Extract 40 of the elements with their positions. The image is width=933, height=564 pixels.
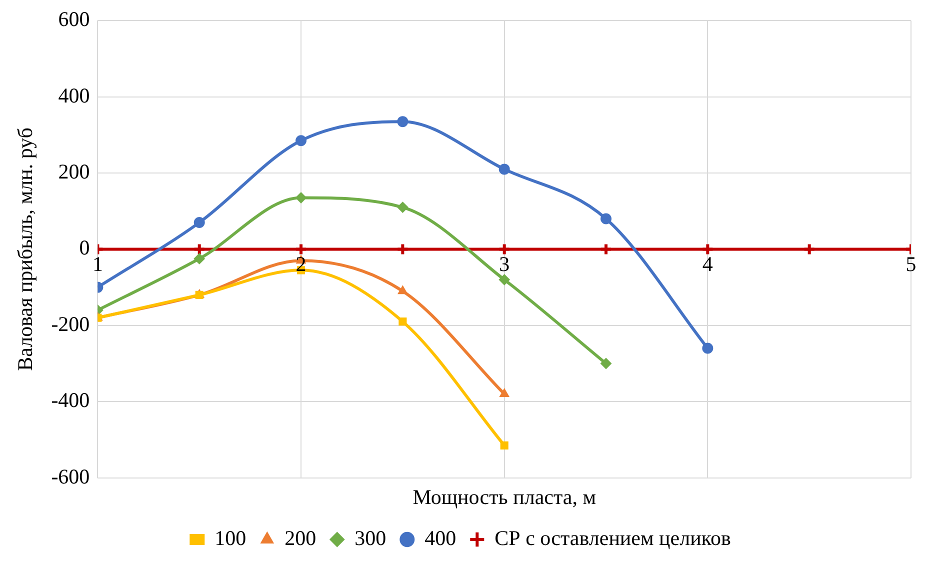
point <box>296 192 307 204</box>
point <box>398 286 408 294</box>
point <box>294 242 308 256</box>
x-axis-title: Мощность пласта, м <box>412 484 596 509</box>
point <box>194 217 205 228</box>
x-tick-label: 4 <box>702 252 714 276</box>
point <box>396 242 410 256</box>
point <box>500 388 510 397</box>
point <box>498 242 511 256</box>
point <box>498 164 510 175</box>
point <box>802 242 816 256</box>
y-tick-label: 200 <box>58 160 90 184</box>
y-tick-label: -600 <box>51 464 90 488</box>
point <box>498 274 510 286</box>
point <box>397 116 408 128</box>
y-axis-title: Валовая прибыль, млн. руб <box>13 128 38 371</box>
point <box>398 318 407 326</box>
legend-label: 100 <box>214 526 246 550</box>
x-tick-label: 5 <box>906 252 916 276</box>
y-tick-label: 600 <box>58 7 90 32</box>
y-tick-label: 0 <box>79 236 90 260</box>
y-tick-label: -200 <box>51 312 90 336</box>
point <box>296 135 307 146</box>
point <box>702 342 714 354</box>
point <box>500 441 508 450</box>
point <box>194 253 205 264</box>
legend-label: 300 <box>354 526 386 550</box>
legend-label: СР с оставлением целиков <box>494 526 731 550</box>
y-tick-label: 400 <box>58 83 90 108</box>
x-tick-label: 1 <box>92 252 103 276</box>
x-tick-label: 3 <box>499 252 510 276</box>
point <box>701 242 714 256</box>
point <box>397 202 408 213</box>
y-tick-label: -400 <box>51 388 90 412</box>
point <box>600 358 612 369</box>
legend-label: 200 <box>284 526 316 550</box>
legend-label: 400 <box>424 526 456 550</box>
point <box>600 242 613 256</box>
point <box>600 213 612 224</box>
point <box>192 242 206 256</box>
